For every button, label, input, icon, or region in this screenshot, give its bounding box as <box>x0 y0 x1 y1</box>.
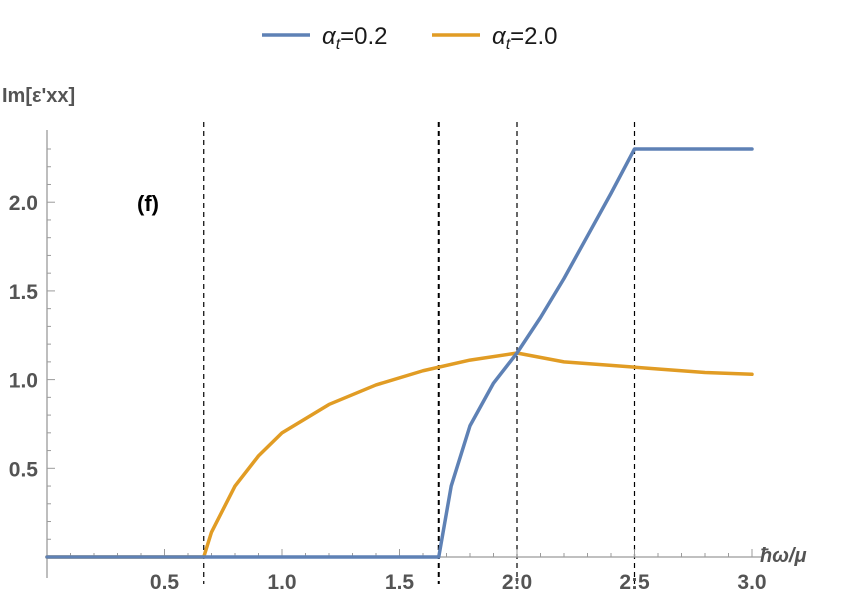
x-axis-label: ħω/μ <box>760 545 807 567</box>
y-tick-label: 1.0 <box>9 370 38 393</box>
legend-label: αt=0.2 <box>322 23 388 53</box>
panel-label: (f) <box>137 191 159 216</box>
series-line <box>45 147 754 559</box>
x-tick-label: 1.0 <box>267 571 296 594</box>
labels-layer: 0.5 1.0 1.5 2:0 2:5 3.0 0.5 1.0 1.5 2.0 ħω/μ Im[ε'x… <box>2 85 807 594</box>
dashed-lines-layer <box>203 122 636 584</box>
y-tick-label: 0.5 <box>9 458 39 481</box>
x-tick-label: 2:5 <box>619 571 650 594</box>
y-tick-label: 1.5 <box>9 281 39 304</box>
x-tick-label: 3.0 <box>737 571 766 594</box>
y-tick-label: 2.0 <box>9 192 38 215</box>
x-tick-label: 1.5 <box>385 571 415 594</box>
series-layer <box>45 147 754 559</box>
legend: αt=0.2 αt=2.0 <box>262 23 558 53</box>
y-axis-label: Im[ε'xx] <box>2 85 75 107</box>
legend-label: αt=2.0 <box>492 23 558 53</box>
x-tick-label: 2:0 <box>502 571 532 594</box>
x-tick-label: 0.5 <box>150 571 180 594</box>
series-line <box>45 351 754 559</box>
